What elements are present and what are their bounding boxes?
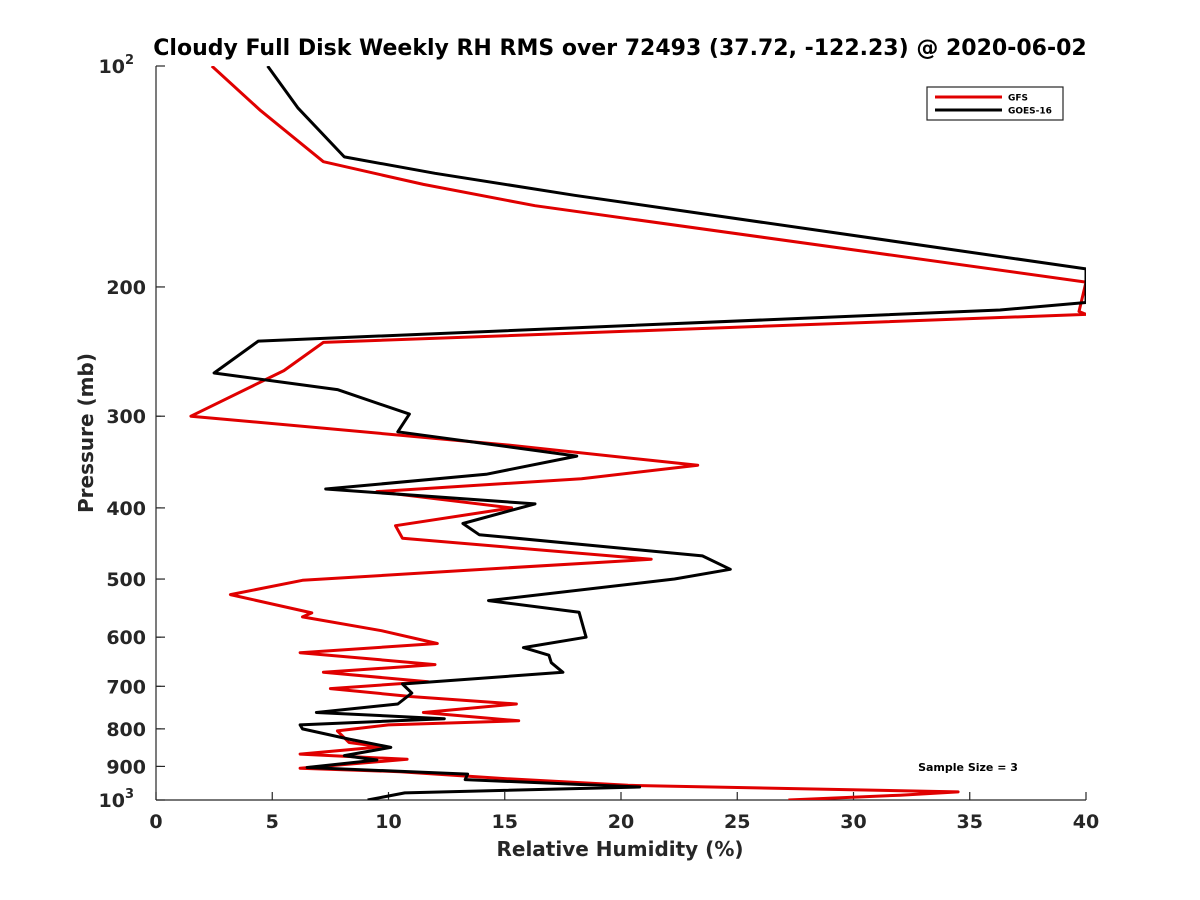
- legend: GFS GOES-16: [926, 86, 1064, 121]
- x-tick-label: 30: [840, 811, 866, 833]
- y-tick-label: 102: [99, 53, 135, 78]
- y-tick-label: 500: [106, 569, 146, 591]
- chart-title: Cloudy Full Disk Weekly RH RMS over 7249…: [153, 36, 1086, 61]
- y-tick-label: 400: [106, 498, 146, 520]
- legend-label-goes-16: GOES-16: [1008, 107, 1052, 117]
- y-tick-label: 600: [106, 627, 146, 649]
- y-tick-label: 900: [106, 756, 146, 778]
- y-tick-label: 300: [106, 406, 146, 428]
- x-tick-label: 20: [608, 811, 634, 833]
- y-tick-label: 800: [106, 719, 146, 741]
- plot-area: 0 5 10 15 20 25 30 35 40 102 200 300 400 500 600 700 800…: [99, 53, 1100, 833]
- x-tick-label: 35: [957, 811, 983, 833]
- x-tick-label: 5: [266, 811, 279, 833]
- series-line-gfs: [189, 66, 1086, 800]
- y-axis-label: Pressure (mb): [74, 353, 98, 513]
- series-line-goes-16: [212, 66, 1086, 800]
- x-axis-label: Relative Humidity (%): [496, 837, 743, 861]
- x-tick-label: 10: [375, 811, 401, 833]
- sample-size-annotation: Sample Size = 3: [918, 761, 1018, 774]
- y-tick-label: 200: [106, 277, 146, 299]
- x-tick-label: 15: [492, 811, 518, 833]
- y-tick-label: 700: [106, 676, 146, 698]
- x-tick-label: 0: [149, 811, 162, 833]
- x-tick-label: 40: [1073, 811, 1099, 833]
- legend-label-gfs: GFS: [1008, 94, 1028, 104]
- x-tick-label: 25: [724, 811, 750, 833]
- legend-box: [926, 86, 1064, 121]
- y-tick-label: 103: [99, 787, 135, 812]
